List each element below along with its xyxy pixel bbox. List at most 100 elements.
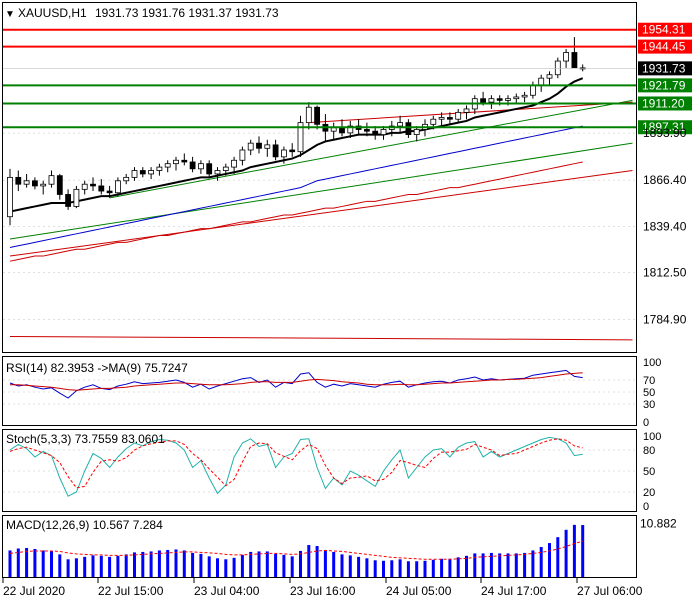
candle — [156, 163, 163, 176]
candle-body — [98, 185, 105, 192]
macd-bar — [315, 546, 319, 577]
macd-bar — [66, 559, 70, 577]
candle — [563, 49, 569, 68]
macd-bar — [489, 552, 493, 577]
candle-body — [256, 142, 262, 149]
macd-bar — [373, 560, 377, 577]
candle-body — [239, 149, 246, 161]
candle — [264, 139, 271, 157]
candle-body — [413, 129, 420, 136]
macd-bar — [58, 554, 62, 577]
macd-bar — [564, 529, 568, 577]
current-price-label: 1931.73 — [642, 61, 686, 75]
rsi-pane-frame — [2, 356, 637, 426]
candle-body — [563, 52, 569, 62]
rsi-tick-label: 100 — [643, 357, 661, 369]
macd-bar — [99, 555, 103, 577]
candle-body — [330, 127, 337, 132]
candle — [106, 185, 113, 198]
candle-body — [81, 183, 88, 190]
ma-slow-line — [9, 161, 583, 262]
macd-bar — [149, 551, 153, 577]
dropdown-arrow-icon[interactable]: ▼ — [5, 9, 15, 20]
candle — [380, 126, 387, 140]
macd-bar — [240, 554, 244, 577]
macd-bar — [556, 537, 560, 577]
candle — [131, 167, 138, 181]
macd-bar — [382, 560, 385, 577]
level-label-box — [638, 39, 692, 54]
macd-bar — [232, 557, 236, 577]
candle-body — [231, 159, 238, 168]
candle-body — [480, 98, 487, 103]
candle-body — [189, 161, 196, 170]
candle — [314, 105, 321, 130]
candle-body — [446, 117, 453, 120]
macd-bar — [41, 550, 45, 577]
candle — [15, 170, 22, 192]
macd-label: MACD(12,26,9) 10.567 7.284 — [6, 518, 163, 532]
candle — [90, 177, 96, 192]
ma-mid-line — [9, 125, 583, 248]
candle — [372, 126, 379, 140]
price-tick-label: 1784.90 — [643, 313, 687, 327]
candle-body — [73, 188, 80, 207]
candle — [446, 112, 453, 125]
candle — [554, 57, 561, 79]
candle-body — [272, 144, 279, 158]
candle-body — [139, 170, 146, 175]
macd-bar — [199, 553, 203, 577]
macd-bar — [365, 558, 369, 577]
macd-bar — [406, 561, 410, 577]
candle-body — [297, 122, 304, 153]
macd-bar — [523, 552, 527, 577]
candle-body — [197, 163, 204, 170]
candle — [206, 160, 213, 178]
candle — [48, 170, 55, 188]
rsi-tick-label: 30 — [643, 399, 655, 411]
price-pane-frame — [2, 2, 637, 353]
candle — [530, 81, 536, 99]
macd-pane-frame — [2, 515, 637, 578]
macd-bar — [274, 553, 278, 577]
candle — [81, 180, 88, 195]
candle-body — [546, 74, 553, 79]
candle — [231, 156, 238, 174]
macd-bar — [299, 550, 302, 577]
candle-body — [264, 144, 271, 149]
stoch-label: Stoch(5,3,3) 73.7559 83.0601 — [6, 432, 165, 446]
macd-bar — [174, 549, 178, 577]
macd-bar — [323, 549, 327, 577]
time-tick-label: 22 Jul 2020 — [3, 584, 65, 598]
macd-bar — [348, 555, 352, 577]
candle — [579, 64, 586, 72]
candle-body — [148, 170, 155, 175]
candle-body — [463, 108, 470, 113]
candle-body — [214, 170, 221, 175]
candle — [571, 37, 578, 69]
trend-line — [9, 170, 633, 257]
macd-bar — [290, 556, 294, 577]
candle-body — [554, 60, 561, 76]
candle — [173, 156, 179, 171]
macd-bar — [332, 551, 336, 577]
macd-bar — [124, 554, 128, 577]
candle — [73, 185, 80, 209]
trend-line — [109, 99, 633, 199]
candle — [405, 119, 412, 139]
candle-body — [7, 176, 13, 218]
candle — [189, 156, 196, 173]
candle — [148, 167, 155, 180]
macd-signal-line — [9, 540, 583, 560]
candle-body — [530, 84, 536, 96]
macd-bar — [415, 561, 419, 577]
candle — [214, 167, 221, 181]
macd-bar — [498, 553, 502, 577]
time-tick-label: 23 Jul 16:00 — [290, 584, 356, 598]
candle-body — [438, 117, 445, 120]
chart-symbol: XAUUSD,H1 — [18, 6, 87, 20]
rsi-label: RSI(14) 82.3953 ->MA(9) 75.7247 — [6, 361, 188, 375]
macd-bar — [456, 557, 460, 577]
